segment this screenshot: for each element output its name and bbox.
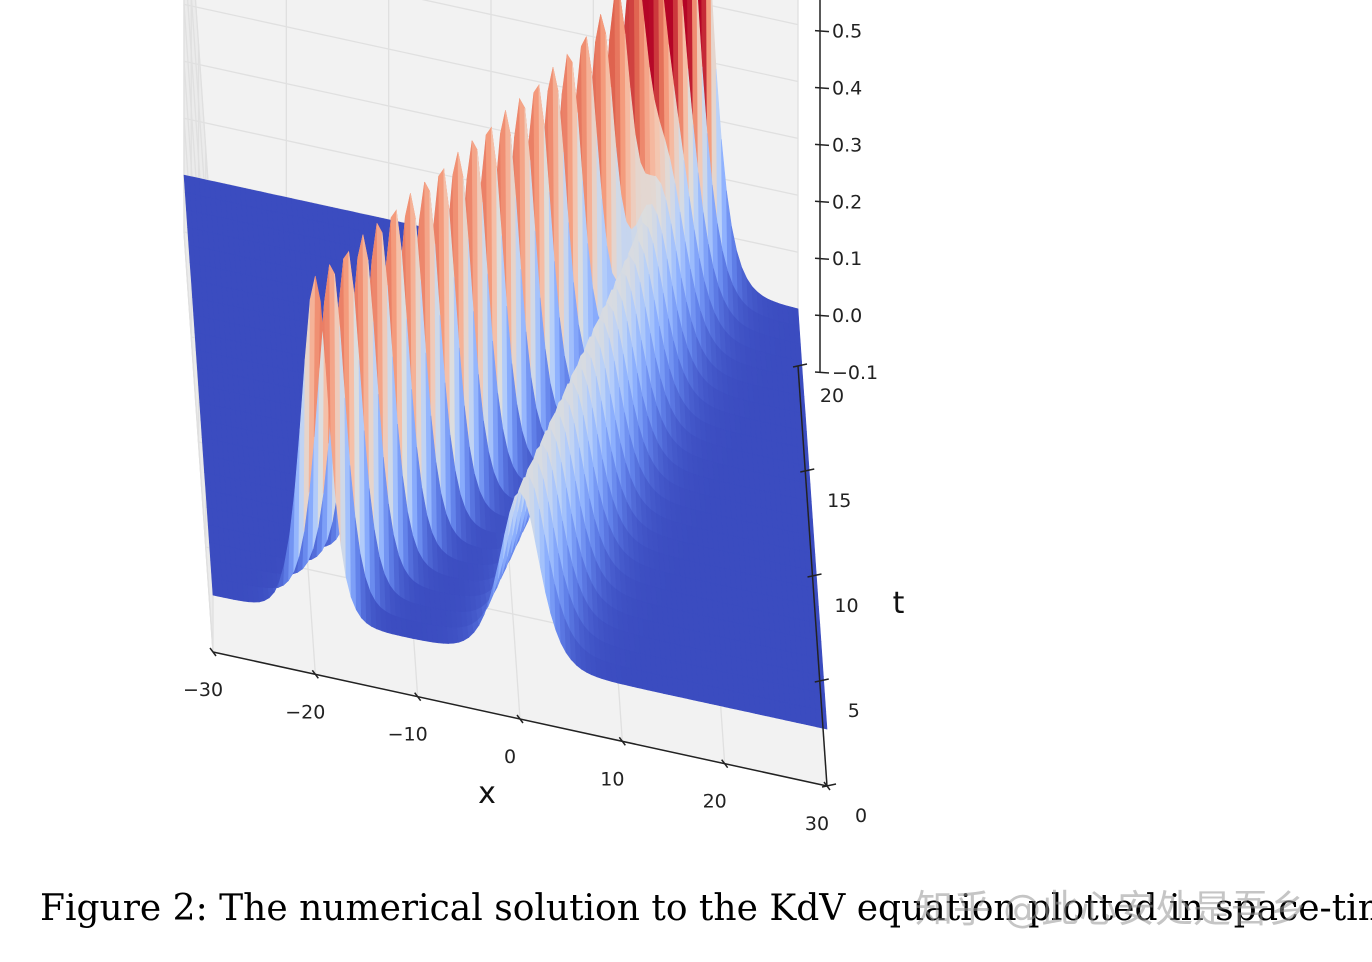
z-tick [814, 314, 830, 317]
z-tick [814, 86, 830, 90]
z-tick [814, 29, 830, 33]
t-tick-label: 0 [855, 805, 867, 827]
x-tick [516, 714, 524, 724]
z-tick-label: 0.5 [832, 21, 862, 43]
z-tick [814, 200, 830, 204]
side-grid-z [183, 231, 214, 653]
x-tick-label: −20 [285, 701, 325, 723]
x-tick-label: 20 [703, 791, 727, 813]
t-tick-label: 15 [827, 490, 851, 512]
x-tick-label: 10 [600, 768, 624, 790]
surface-patch [794, 342, 802, 362]
z-tick-label: 0.4 [832, 78, 862, 100]
x-tick [618, 736, 626, 746]
x-tick [209, 647, 217, 657]
t-tick-label: 5 [848, 700, 860, 722]
t-tick [807, 573, 822, 578]
z-tick [814, 257, 830, 260]
t-tick [800, 468, 815, 473]
t-tick [814, 678, 829, 683]
surface-patch [792, 307, 800, 327]
z-tick [814, 371, 830, 374]
z-tick-label: 0.2 [832, 191, 862, 213]
z-tick-label: 0.3 [832, 134, 862, 156]
t-axis-label: t [893, 586, 905, 621]
t-tick [821, 783, 837, 788]
x-tick [721, 759, 729, 769]
x-tick-label: −10 [388, 724, 428, 746]
z-tick [814, 143, 830, 147]
x-tick-label: 30 [805, 813, 829, 835]
x-axis-label: x [478, 776, 496, 811]
x-tick [414, 692, 422, 702]
x-tick-label: −30 [183, 679, 223, 701]
t-tick-label: 10 [834, 595, 858, 617]
surface-patch [796, 360, 804, 380]
kdv-surface-figure: −30 −20 −10 0 10 20 30 0 5 10 15 20 −0.1 0.0 0.1 0.2 0.3… [183, 0, 905, 835]
z-tick-label: 0.0 [832, 305, 862, 327]
soliton-surface [183, 0, 828, 730]
x-tick [311, 669, 319, 679]
t-tick-label: 20 [820, 385, 844, 407]
x-tick-label: 0 [504, 746, 516, 768]
t-tick [792, 363, 808, 368]
z-tick-label: 0.1 [832, 248, 862, 270]
surface-patch [793, 324, 801, 345]
z-tick-label: −0.1 [832, 362, 878, 384]
figure-caption: Figure 2: The numerical solution to the … [40, 888, 1372, 929]
